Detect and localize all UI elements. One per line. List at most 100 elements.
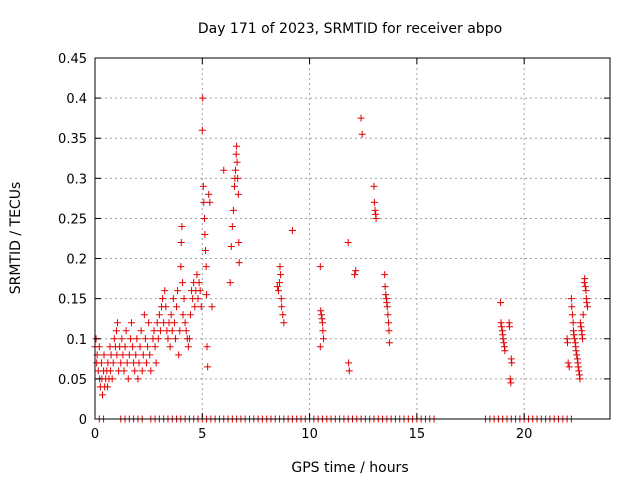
data-point <box>318 319 326 327</box>
data-point <box>371 206 379 214</box>
data-point <box>182 327 190 335</box>
data-point <box>229 206 237 214</box>
data-point <box>385 319 393 327</box>
data-point <box>228 222 236 230</box>
data-point <box>146 351 154 359</box>
data-point <box>194 295 202 303</box>
data-point <box>278 303 286 311</box>
data-point <box>583 299 591 307</box>
data-point <box>114 319 122 327</box>
tick-labels-layer: 0 5 10 15 20 0 0.05 0.1 0.15 0.2 0.25 0.3 0.35 0.4 0.4… <box>58 52 532 442</box>
data-point <box>179 279 187 287</box>
data-point <box>508 359 516 367</box>
data-point <box>573 351 581 359</box>
data-point <box>370 182 378 190</box>
data-point <box>140 311 148 319</box>
data-point <box>185 335 193 343</box>
data-point <box>152 359 160 367</box>
data-point <box>202 263 210 271</box>
data-point <box>132 351 140 359</box>
data-point <box>579 335 587 343</box>
data-point <box>317 307 325 315</box>
data-point <box>499 335 507 343</box>
data-point <box>97 359 105 367</box>
data-point <box>583 303 591 311</box>
data-point <box>200 198 208 206</box>
data-point <box>206 198 214 206</box>
data-point <box>138 367 146 375</box>
data-point <box>162 303 170 311</box>
data-point <box>120 367 128 375</box>
data-point <box>196 287 204 295</box>
data-point <box>506 375 514 383</box>
data-point <box>570 331 578 339</box>
data-point <box>277 271 285 279</box>
data-point <box>506 323 514 331</box>
data-point <box>195 279 203 287</box>
data-point <box>345 367 353 375</box>
data-point <box>119 351 127 359</box>
data-point <box>382 291 390 299</box>
data-point <box>156 327 164 335</box>
x-axis-label: GPS time / hours <box>291 460 408 476</box>
data-point <box>234 190 242 198</box>
data-point <box>122 327 130 335</box>
data-point <box>372 214 380 222</box>
data-point <box>208 303 216 311</box>
data-point <box>137 327 145 335</box>
y-tick-label: 0.35 <box>58 132 87 147</box>
data-point <box>161 287 169 295</box>
data-point <box>385 339 393 347</box>
data-point <box>154 335 162 343</box>
data-point <box>99 391 107 399</box>
y-tick-label: 0.2 <box>66 253 87 268</box>
data-point <box>381 283 389 291</box>
data-point <box>352 267 360 275</box>
data-point <box>175 351 183 359</box>
data-point <box>567 295 575 303</box>
data-point <box>164 335 172 343</box>
data-point <box>171 335 179 343</box>
data-point <box>153 319 161 327</box>
data-point <box>180 295 188 303</box>
data-point <box>279 311 287 319</box>
data-point <box>576 319 584 327</box>
data-point <box>173 303 181 311</box>
x-tick-label: 20 <box>516 427 533 442</box>
data-point <box>100 351 108 359</box>
data-point <box>150 327 158 335</box>
data-point <box>177 239 185 247</box>
data-point <box>204 363 212 371</box>
data-point <box>198 126 206 134</box>
data-point <box>564 339 572 347</box>
data-point <box>577 323 585 331</box>
data-point <box>186 311 194 319</box>
data-point <box>274 287 282 295</box>
data-point <box>384 311 392 319</box>
data-point <box>351 271 359 279</box>
data-point <box>134 375 142 383</box>
y-tick-label: 0.45 <box>58 52 87 67</box>
x-tick-label: 10 <box>301 427 318 442</box>
data-point <box>498 323 506 331</box>
y-axis-label: SRMTID / TECUs <box>8 182 24 295</box>
data-point <box>201 230 209 238</box>
data-point <box>232 150 240 158</box>
data-point <box>317 311 325 319</box>
data-point <box>124 375 132 383</box>
data-point <box>151 343 159 351</box>
data-point <box>199 182 207 190</box>
x-tick-label: 0 <box>91 427 99 442</box>
data-point <box>500 339 508 347</box>
data-point <box>113 351 121 359</box>
data-point <box>166 343 174 351</box>
data-point <box>571 335 579 343</box>
data-point <box>126 335 134 343</box>
data-point <box>184 343 192 351</box>
data-point <box>147 367 155 375</box>
data-point <box>202 247 210 255</box>
data-point <box>581 283 589 291</box>
data-point <box>227 243 235 251</box>
data-point <box>581 275 589 283</box>
data-point <box>139 351 147 359</box>
